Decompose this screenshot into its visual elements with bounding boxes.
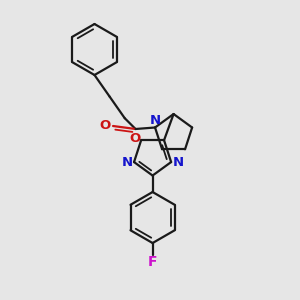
Text: N: N bbox=[149, 114, 161, 128]
Text: N: N bbox=[173, 156, 184, 169]
Text: N: N bbox=[121, 156, 132, 169]
Text: O: O bbox=[129, 132, 140, 145]
Text: F: F bbox=[148, 255, 157, 268]
Text: O: O bbox=[99, 119, 110, 133]
